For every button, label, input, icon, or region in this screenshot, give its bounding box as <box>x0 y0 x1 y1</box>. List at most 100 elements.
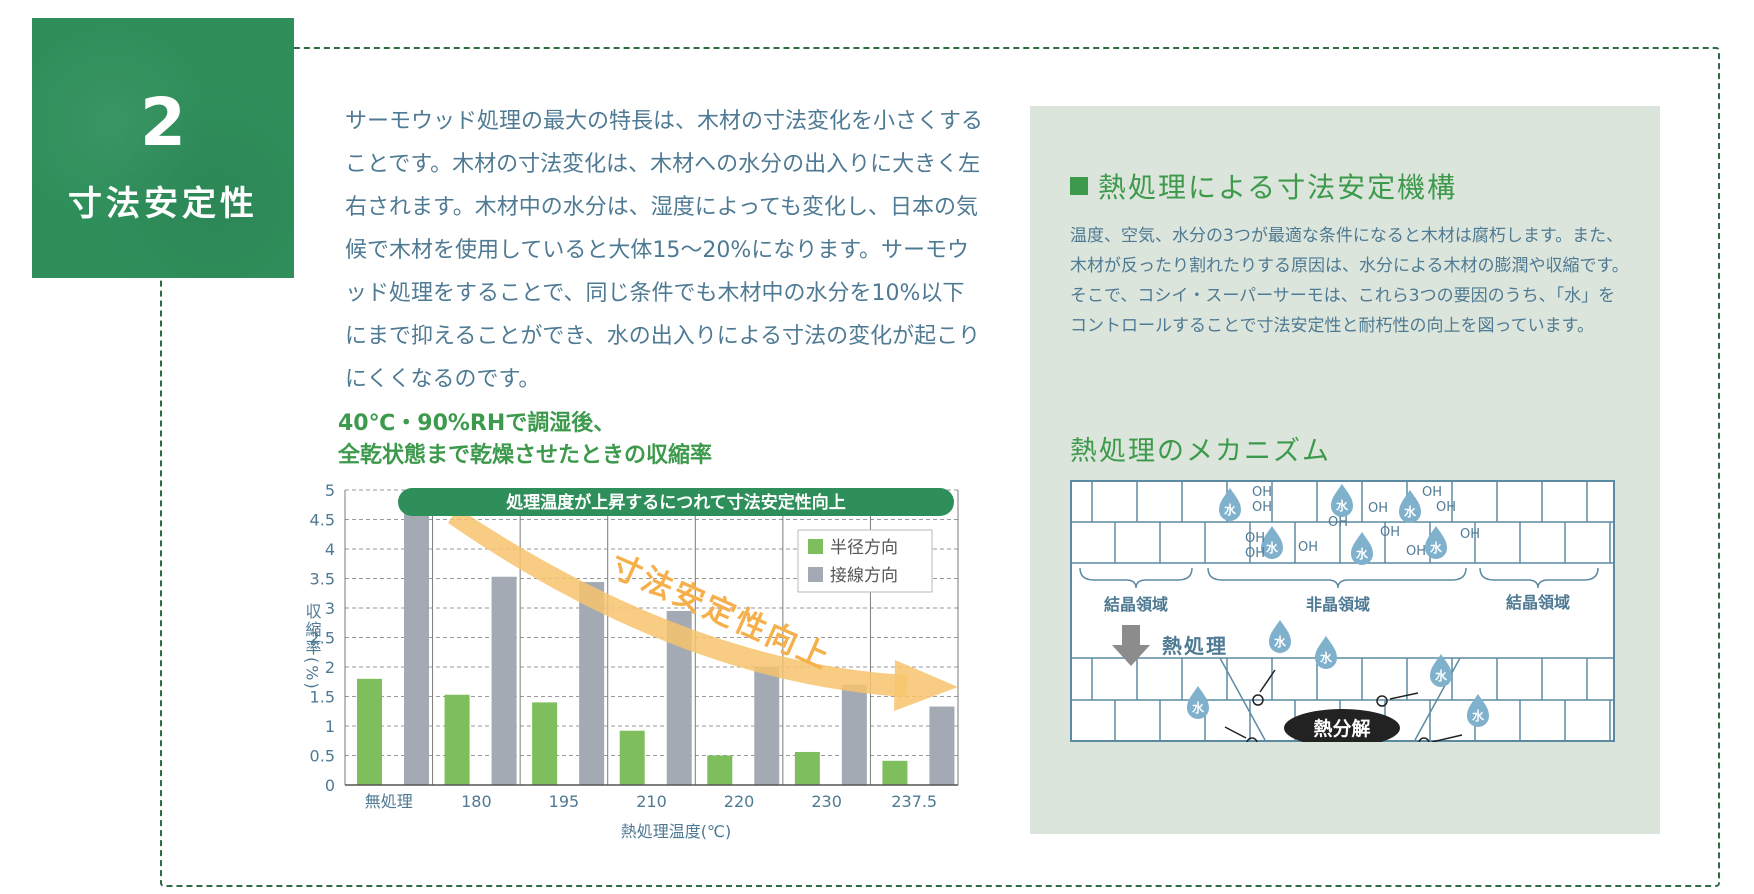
water-drop-icon: 水 <box>1425 526 1447 559</box>
amorphous-edge <box>1414 657 1461 741</box>
oxygen-atom <box>1418 737 1430 742</box>
bar-radial <box>444 694 470 785</box>
bar-tangential <box>754 666 780 785</box>
bar-radial <box>794 751 820 785</box>
drop-shape <box>1261 526 1283 559</box>
brace-right <box>1479 567 1599 589</box>
oxygen-atom <box>1252 694 1264 706</box>
diagram-mid-band <box>1072 563 1613 658</box>
break-arrow <box>1224 726 1247 739</box>
bar-tangential <box>579 582 605 785</box>
drop-shape <box>1187 686 1209 719</box>
trend-arrow <box>448 508 908 697</box>
bar-tangential <box>491 576 517 785</box>
oh-label: OH <box>1252 485 1272 500</box>
y-tick-label: 4.5 <box>310 511 335 530</box>
oh-label: OH <box>1460 527 1480 542</box>
y-tick-label: 5 <box>325 481 335 500</box>
bar-tangential <box>929 706 955 785</box>
y-tick-label: 3 <box>325 599 335 618</box>
water-label: 水 <box>1266 540 1279 555</box>
water-drop-icon: 水 <box>1261 526 1283 559</box>
water-label: 水 <box>1472 708 1485 723</box>
oh-label: OH <box>1252 500 1272 515</box>
brace-mid <box>1207 567 1467 589</box>
x-tick-label: 220 <box>724 792 755 811</box>
x-tick-label: 230 <box>811 792 842 811</box>
x-tick-label: 180 <box>461 792 492 811</box>
oxygen-atom <box>1246 737 1258 742</box>
water-drop-icon: 水 <box>1399 490 1421 523</box>
water-drop-icon: 水 <box>1351 532 1373 565</box>
drop-shape <box>1315 636 1337 669</box>
mechanism-panel: 熱処理による寸法安定機構 温度、空気、水分の3つが最適な条件になると木材は腐朽し… <box>1030 106 1660 834</box>
oh-label: OH <box>1245 531 1265 546</box>
x-tick-label: 210 <box>636 792 667 811</box>
legend: 半径方向 接線方向 <box>797 529 933 593</box>
water-label: 水 <box>1224 502 1237 517</box>
oh-label: OH <box>1245 546 1265 561</box>
bar-radial <box>882 760 908 785</box>
break-arrow <box>1259 669 1276 693</box>
oh-label: OH <box>1406 544 1426 559</box>
y-tick-label: 3.5 <box>310 570 335 589</box>
oh-label: OH <box>1368 501 1388 516</box>
x-tick-label: 237.5 <box>891 792 937 811</box>
drop-shape <box>1399 490 1421 523</box>
water-drop-icon: 水 <box>1331 484 1353 517</box>
mechanism-diagram: 結晶領域 非晶領域 結晶領域 熱処理 水水水水水水水水水水水 OHOH OHOHO… <box>1070 480 1615 742</box>
oh-label: OH <box>1436 500 1456 515</box>
break-arrow <box>1389 692 1419 700</box>
chart-heading: 40℃・90%RHで調湿後、 全乾状態まで乾燥させたときの収縮率 <box>338 408 898 472</box>
legend-swatch-radial <box>808 539 823 554</box>
bond-break-marks <box>1224 669 1463 742</box>
chart-banner: 処理温度が上昇するにつれて寸法安定性向上 <box>505 492 846 513</box>
water-drop-icon: 水 <box>1430 654 1452 687</box>
chart-heading-line1: 40℃・90%RHで調湿後、 <box>338 411 616 436</box>
drop-shape <box>1467 694 1489 727</box>
bar-radial <box>357 678 382 785</box>
drop-shape <box>1351 532 1373 565</box>
banner-bg <box>398 488 954 516</box>
panel-heading: 熱処理による寸法安定機構 <box>1070 166 1457 206</box>
amorphous-edge <box>1219 657 1266 741</box>
water-label: 水 <box>1336 498 1349 513</box>
legend-swatch-tangential <box>808 567 823 582</box>
drop-shape <box>1425 526 1447 559</box>
oh-label: OH <box>1328 515 1348 530</box>
heat-arrow-icon <box>1112 625 1150 666</box>
bar-radial <box>619 730 645 785</box>
x-axis-label: 熱処理温度(℃) <box>621 822 731 841</box>
chart-heading-line2: 全乾状態まで乾燥させたときの収縮率 <box>338 443 713 468</box>
legend-label-tangential: 接線方向 <box>830 566 898 586</box>
water-drop-icon: 水 <box>1269 620 1291 653</box>
panel-heading-text: 熱処理による寸法安定機構 <box>1098 171 1458 204</box>
y-axis-label: 収縮率(%) <box>303 603 322 691</box>
y-tick-label: 1.5 <box>310 688 335 707</box>
y-tick-label: 2.5 <box>310 629 335 648</box>
water-label: 水 <box>1320 650 1333 665</box>
water-label: 水 <box>1356 546 1369 561</box>
drop-shape <box>1331 484 1353 517</box>
decomposition-label: 熱分解 <box>1313 717 1370 740</box>
water-label: 水 <box>1430 540 1443 555</box>
drop-shape <box>1430 654 1452 687</box>
water-label: 水 <box>1435 668 1448 683</box>
bar-tangential <box>841 684 867 785</box>
water-drop-icon: 水 <box>1315 636 1337 669</box>
bar-radial <box>707 755 733 785</box>
decomposition-badge <box>1284 709 1400 742</box>
oh-label: OH <box>1380 525 1400 540</box>
trend-arrow-head <box>894 660 958 711</box>
bar-tangential <box>404 497 429 785</box>
break-arrow <box>1431 734 1463 742</box>
oh-label: OH <box>1298 540 1318 555</box>
panel-body: 温度、空気、水分の3つが最適な条件になると木材は腐朽します。また、木材が反ったり… <box>1070 226 1629 336</box>
x-tick-label: 195 <box>549 792 580 811</box>
section-badge: 2 寸法安定性 <box>32 18 294 278</box>
y-tick-label: 0.5 <box>310 747 335 766</box>
y-tick-label: 2 <box>325 658 335 677</box>
y-tick-label: 1 <box>325 717 335 736</box>
region-right-label: 結晶領域 <box>1506 593 1570 612</box>
